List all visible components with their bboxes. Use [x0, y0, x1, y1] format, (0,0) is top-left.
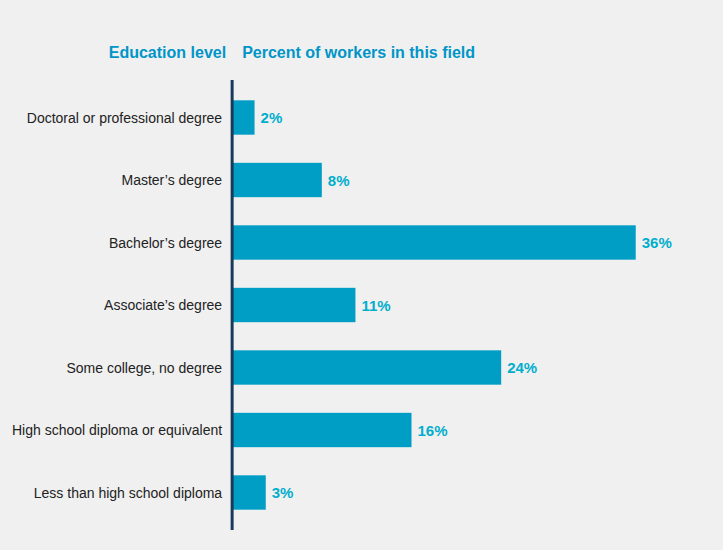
category-label: Less than high school diploma: [34, 485, 223, 501]
bar: [232, 225, 636, 259]
category-label: Master’s degree: [121, 172, 222, 188]
bar: [232, 413, 411, 447]
category-label: Doctoral or professional degree: [27, 110, 223, 126]
data-label: 11%: [361, 297, 390, 314]
bar: [232, 475, 266, 509]
category-label: Associate’s degree: [104, 297, 222, 313]
x-axis-label: Percent of workers in this field: [242, 44, 475, 61]
category-label: Some college, no degree: [66, 360, 222, 376]
category-label: High school diploma or equivalent: [12, 422, 222, 438]
bar: [232, 100, 254, 134]
data-label: 36%: [642, 234, 672, 251]
category-label: Bachelor’s degree: [109, 235, 222, 251]
data-label: 24%: [507, 359, 537, 376]
bar: [232, 350, 501, 384]
y-axis-label: Education level: [109, 44, 226, 61]
bars: [232, 100, 636, 509]
data-label: 16%: [418, 422, 448, 439]
divider: [231, 80, 234, 530]
bar: [232, 163, 322, 197]
data-label: 3%: [272, 484, 294, 501]
background: [0, 0, 723, 550]
chart: Doctoral or professional degree Master’s …: [0, 0, 723, 550]
data-label: 2%: [261, 109, 283, 126]
data-label: 8%: [328, 172, 350, 189]
bar: [232, 288, 355, 322]
